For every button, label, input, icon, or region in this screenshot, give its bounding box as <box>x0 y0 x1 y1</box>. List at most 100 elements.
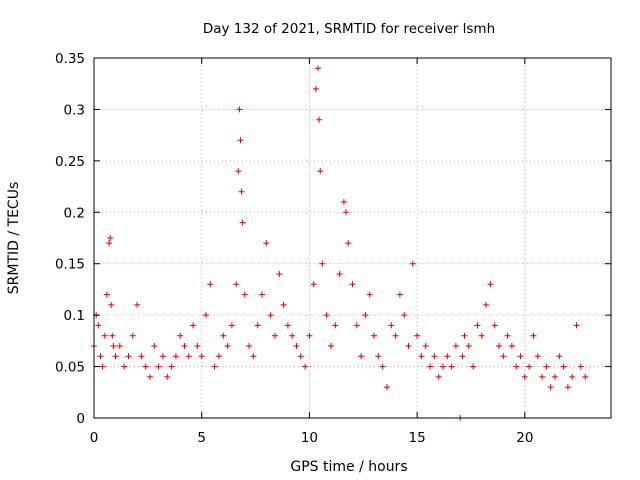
data-point <box>297 353 304 360</box>
data-point <box>95 322 102 329</box>
data-point <box>194 343 201 349</box>
data-point <box>353 322 360 329</box>
x-tick-label: 15 <box>409 430 426 446</box>
data-point <box>564 384 571 391</box>
data-point <box>349 281 356 288</box>
y-tick-label: 0.3 <box>64 102 85 118</box>
data-point <box>358 353 365 360</box>
data-point <box>470 363 477 370</box>
data-point <box>573 322 580 329</box>
data-point <box>302 363 309 370</box>
data-point <box>289 332 296 339</box>
data-point <box>207 281 214 288</box>
data-point <box>530 332 537 339</box>
data-point <box>97 353 104 360</box>
data-point <box>461 332 468 339</box>
y-tick-label: 0.1 <box>64 308 85 324</box>
data-point <box>235 168 242 175</box>
data-point <box>215 353 222 360</box>
data-point <box>172 353 179 360</box>
data-point <box>155 363 162 370</box>
data-point <box>459 353 466 360</box>
data-point <box>556 353 563 360</box>
data-point <box>500 353 507 360</box>
data-point <box>345 240 352 247</box>
data-point <box>452 343 459 349</box>
data-point <box>435 373 442 380</box>
data-point <box>577 363 584 370</box>
data-point <box>159 353 166 360</box>
data-point <box>181 343 188 349</box>
data-point <box>103 291 110 298</box>
data-point <box>388 322 395 329</box>
data-point <box>190 322 197 329</box>
data-point <box>224 343 231 349</box>
data-point <box>306 332 313 339</box>
data-point <box>401 312 408 319</box>
data-point <box>198 353 205 360</box>
data-point <box>259 291 265 298</box>
data-point <box>250 353 257 360</box>
data-point <box>448 363 455 370</box>
data-point <box>106 240 113 247</box>
data-point <box>263 240 270 247</box>
data-point <box>177 332 184 339</box>
data-point <box>409 260 416 267</box>
x-tick-label: 0 <box>90 430 99 446</box>
data-point <box>236 106 243 113</box>
data-point <box>526 363 533 370</box>
data-point <box>427 363 434 370</box>
data-point <box>272 332 278 339</box>
data-point <box>125 353 132 360</box>
y-axis-label: SRMTID / TECUs <box>6 182 22 295</box>
data-point <box>418 353 425 360</box>
data-point <box>513 363 520 370</box>
data-point <box>375 353 382 360</box>
data-point <box>552 373 558 380</box>
data-point <box>487 281 494 288</box>
data-point <box>316 116 323 123</box>
axis-ticks: 0 0.05 0.1 0.15 0.2 0.25 0.3 0.35 0 5 10 15 20 <box>55 51 611 446</box>
data-point <box>267 312 274 319</box>
data-point <box>414 332 421 339</box>
data-point <box>366 291 373 298</box>
data-point <box>508 343 515 349</box>
data-point <box>110 343 117 349</box>
data-point <box>109 332 116 339</box>
data-point <box>521 373 528 380</box>
data-point <box>142 363 149 370</box>
data-point <box>108 301 115 308</box>
y-tick-label: 0.2 <box>64 205 85 221</box>
data-point <box>129 332 136 339</box>
data-point <box>239 219 246 226</box>
data-point <box>543 363 550 370</box>
data-point <box>362 312 369 319</box>
x-axis-label: GPS time / hours <box>290 459 407 475</box>
data-point <box>185 353 192 360</box>
x-tick-label: 10 <box>301 430 318 446</box>
data-point <box>504 332 511 339</box>
data-point <box>319 260 326 267</box>
data-point <box>284 322 291 329</box>
data-point <box>517 353 524 360</box>
data-point <box>134 301 141 308</box>
data-point <box>431 353 438 360</box>
data-point <box>332 322 339 329</box>
data-point <box>147 373 153 380</box>
data-point <box>569 373 576 380</box>
data-point <box>371 332 377 339</box>
data-point <box>483 301 490 308</box>
data-point <box>101 332 108 339</box>
data-point <box>228 322 235 329</box>
data-point <box>280 301 287 308</box>
data-point <box>241 291 248 298</box>
data-point <box>560 363 567 370</box>
data-point <box>379 363 386 370</box>
y-tick-label: 0.35 <box>55 51 85 67</box>
data-point <box>238 188 245 195</box>
data-point <box>465 343 472 349</box>
data-point <box>220 332 227 339</box>
data-point <box>444 353 451 360</box>
